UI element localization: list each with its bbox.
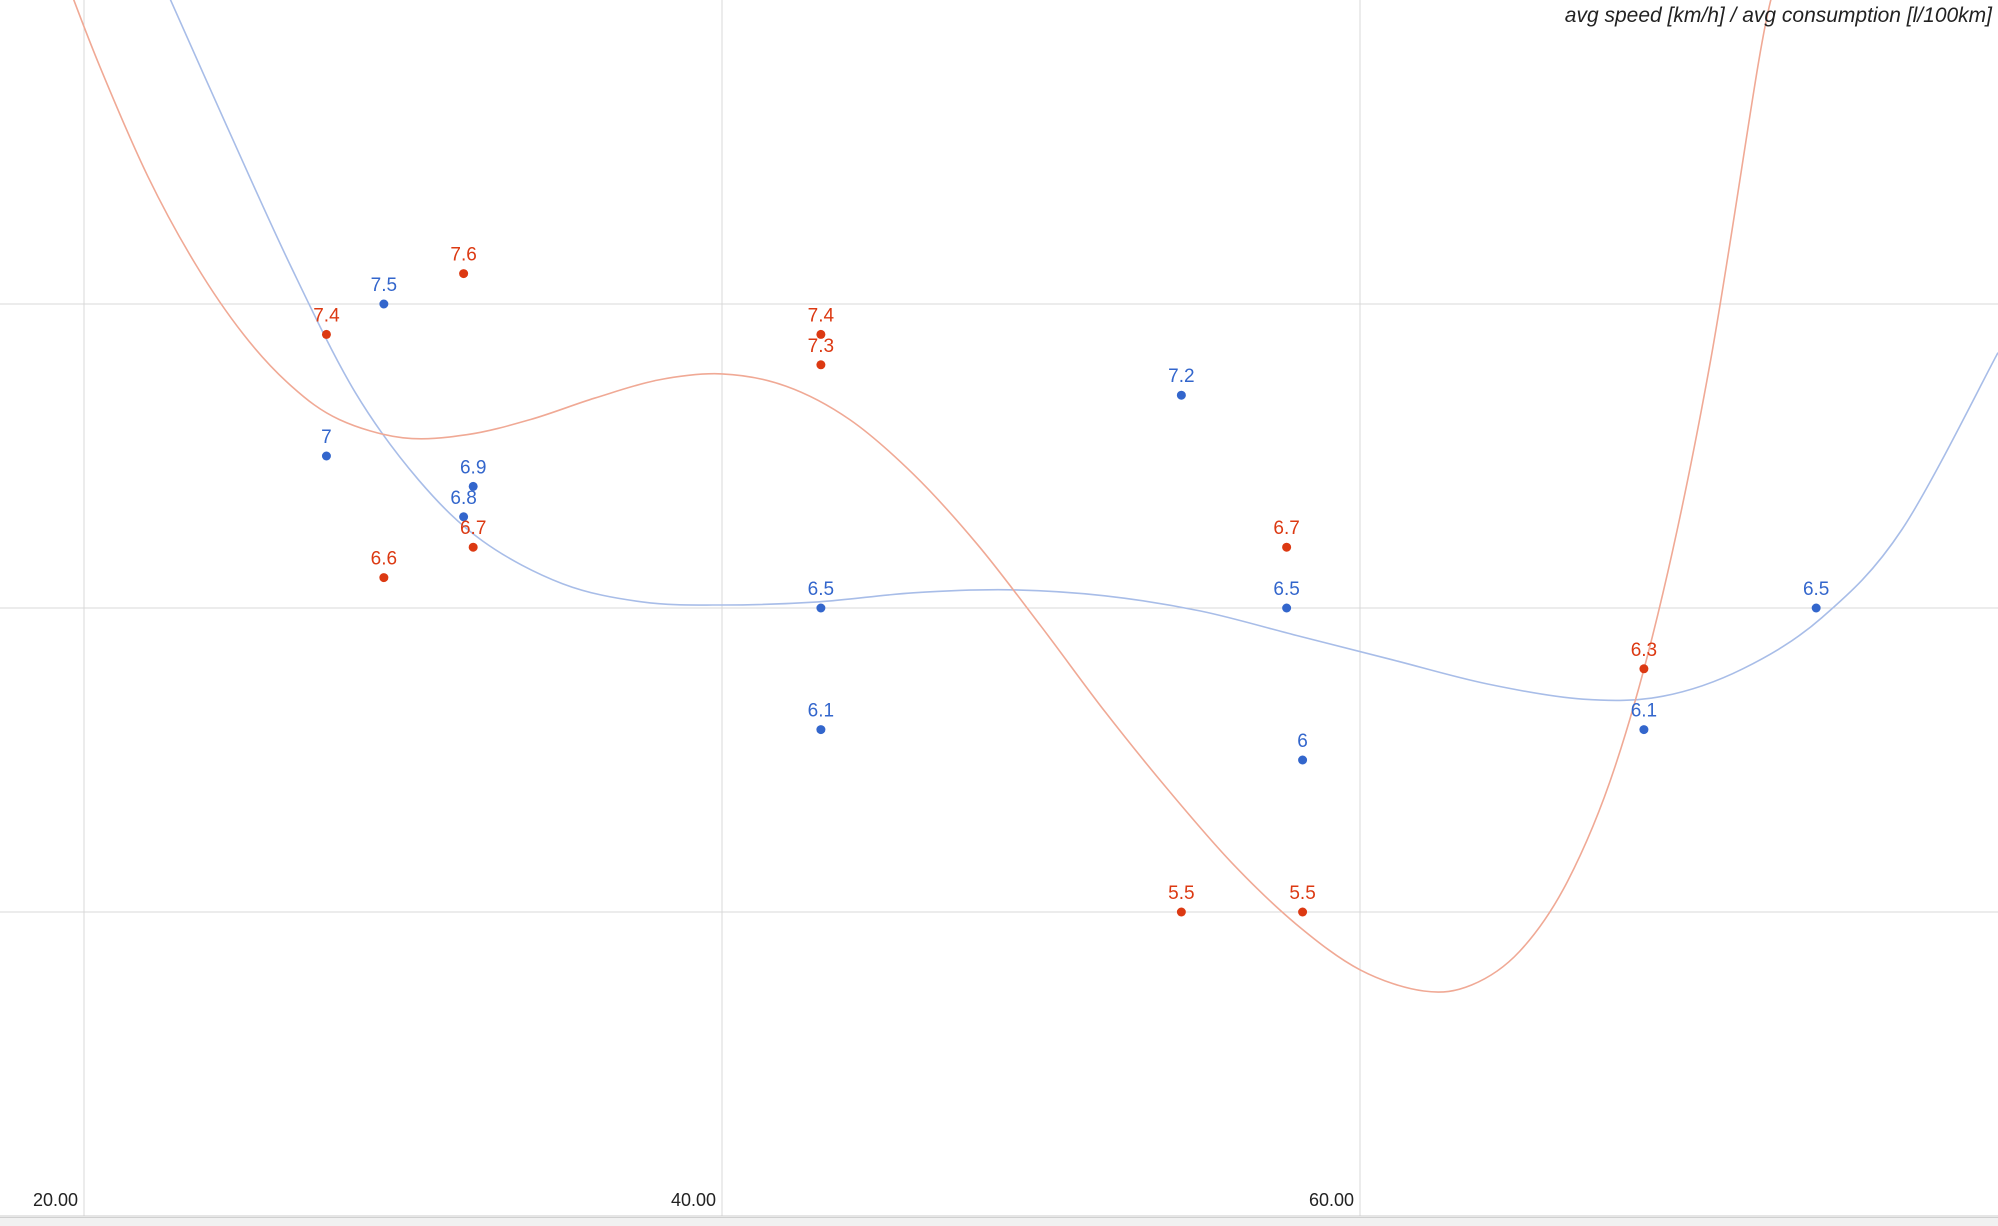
data-label: 5.5 [1168, 883, 1194, 904]
data-label: 6.5 [1273, 579, 1299, 600]
data-label: 6.3 [1631, 640, 1657, 661]
data-point [459, 512, 469, 522]
data-label: 6.5 [808, 579, 834, 600]
trendline-series-1 [169, 0, 1998, 702]
trendlines [72, 0, 1998, 993]
data-label: 5.5 [1289, 883, 1315, 904]
data-label: 6.6 [371, 549, 397, 570]
data-point [816, 360, 826, 370]
data-point [468, 481, 478, 491]
data-label: 7.4 [808, 305, 835, 326]
data-point [1639, 664, 1649, 674]
data-point [468, 542, 478, 552]
data-label: 7 [321, 427, 332, 448]
data-point [1282, 542, 1292, 552]
data-point [1639, 725, 1649, 735]
data-point [1298, 755, 1308, 765]
data-label: 6.1 [808, 701, 834, 722]
chart-title: avg speed [km/h] / avg consumption [l/10… [1564, 4, 1992, 27]
x-tick-label: 60.00 [1309, 1190, 1354, 1210]
x-tick-label: 20.00 [33, 1190, 78, 1210]
data-point [459, 269, 469, 279]
data-label: 6.5 [1803, 579, 1829, 600]
data-labels: 7 7.5 6.8 6.9 6.5 6.1 7.2 6.5 6 6.1 6.5 7.4 6.6 7.6 6.… [313, 245, 1829, 904]
data-point [1811, 603, 1821, 613]
data-label: 7.2 [1168, 366, 1194, 387]
data-label: 6.8 [450, 488, 476, 509]
data-point [1298, 907, 1308, 917]
x-axis-ticks: 20.00 40.00 60.00 [33, 1190, 1354, 1210]
data-point [321, 451, 331, 461]
data-point [321, 329, 331, 339]
data-point [1176, 390, 1186, 400]
data-label: 7.6 [450, 245, 476, 266]
x-tick-label: 40.00 [671, 1190, 716, 1210]
data-label: 7.3 [808, 336, 834, 357]
data-label: 7.4 [313, 305, 340, 326]
data-label: 6.7 [1273, 518, 1299, 539]
data-point [816, 603, 826, 613]
data-point [1176, 907, 1186, 917]
data-points [321, 269, 1821, 917]
data-point [816, 329, 826, 339]
data-label: 6.9 [460, 457, 486, 478]
data-label: 6.7 [460, 518, 486, 539]
data-point [379, 299, 389, 309]
data-point [1282, 603, 1292, 613]
trendline-series-2 [72, 0, 1772, 993]
horizontal-scrollbar[interactable] [0, 1217, 1998, 1226]
data-point [379, 573, 389, 583]
data-label: 6.1 [1631, 701, 1657, 722]
data-point [816, 725, 826, 735]
data-label: 7.5 [371, 275, 397, 296]
data-label: 6 [1297, 731, 1308, 752]
